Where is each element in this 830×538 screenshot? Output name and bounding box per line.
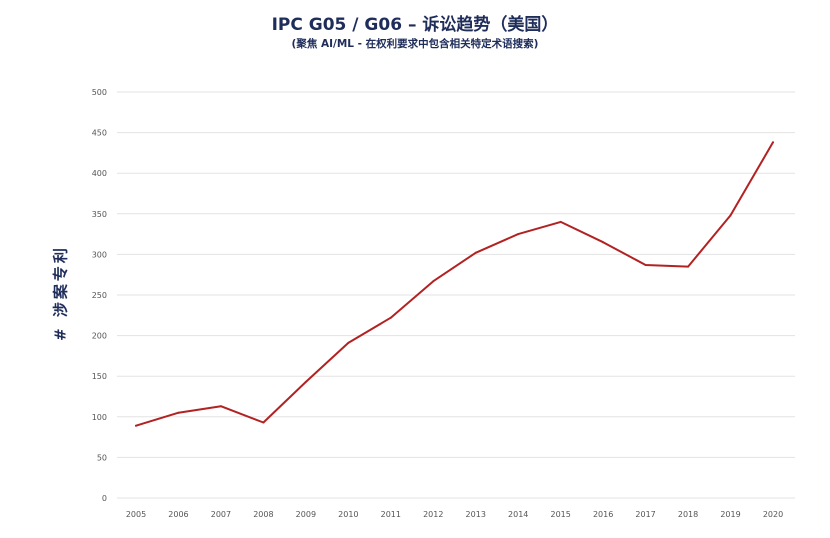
x-tick-label: 2011 <box>381 510 401 519</box>
x-tick-label: 2013 <box>466 510 486 519</box>
data-point-2020 <box>772 141 774 144</box>
data-point-2006 <box>177 411 180 414</box>
y-tick-label: 250 <box>92 291 107 300</box>
data-point-2009 <box>304 380 307 383</box>
y-tick-label: 400 <box>92 169 107 178</box>
y-tick-labels: 0 50 100 150 200 250 300 350 400 450 500 <box>92 88 107 503</box>
data-point-2011 <box>389 316 392 319</box>
x-tick-label: 2007 <box>211 510 231 519</box>
data-point-2018 <box>687 265 690 268</box>
x-tick-label: 2017 <box>635 510 655 519</box>
series-line <box>135 141 774 427</box>
grid-lines <box>117 91 795 499</box>
x-tick-label: 2008 <box>253 510 273 519</box>
y-tick-label: 350 <box>92 210 107 219</box>
data-point-2013 <box>474 251 477 254</box>
y-tick-label: 150 <box>92 372 107 381</box>
x-tick-label: 2020 <box>763 510 783 519</box>
x-tick-label: 2009 <box>296 510 316 519</box>
x-tick-label: 2010 <box>338 510 358 519</box>
y-tick-label: 0 <box>102 494 107 503</box>
y-tick-label: 500 <box>92 88 107 97</box>
x-tick-label: 2005 <box>126 510 146 519</box>
data-point-2008 <box>262 421 265 424</box>
x-tick-label: 2006 <box>168 510 188 519</box>
x-tick-label: 2016 <box>593 510 613 519</box>
y-tick-label: 100 <box>92 413 107 422</box>
x-tick-label: 2014 <box>508 510 528 519</box>
y-tick-label: 450 <box>92 129 107 138</box>
y-tick-label: 300 <box>92 250 107 259</box>
data-point-2017 <box>644 263 647 266</box>
x-tick-label: 2019 <box>720 510 740 519</box>
data-point-2019 <box>729 214 732 217</box>
data-point-2015 <box>559 220 562 223</box>
x-tick-label: 2012 <box>423 510 443 519</box>
chart-subtitle: (聚焦 AI/ML - 在权利要求中包含相关特定术语搜索) <box>291 38 539 50</box>
data-point-2010 <box>347 341 350 344</box>
y-tick-label: 200 <box>92 332 107 341</box>
data-point-2016 <box>602 241 605 244</box>
x-tick-label: 2018 <box>678 510 698 519</box>
data-point-2014 <box>517 233 520 236</box>
data-point-2007 <box>219 405 222 408</box>
x-tick-labels: 2005 2006 2007 2008 2009 2010 2011 2012 2013 2014… <box>126 510 783 519</box>
data-point-2012 <box>432 280 435 283</box>
series-layer <box>135 141 774 427</box>
data-point-2005 <box>135 424 137 427</box>
y-tick-label: 50 <box>97 453 107 462</box>
chart-title: IPC G05 / G06 – 诉讼趋势（美国） <box>271 15 559 35</box>
x-tick-label: 2015 <box>550 510 570 519</box>
